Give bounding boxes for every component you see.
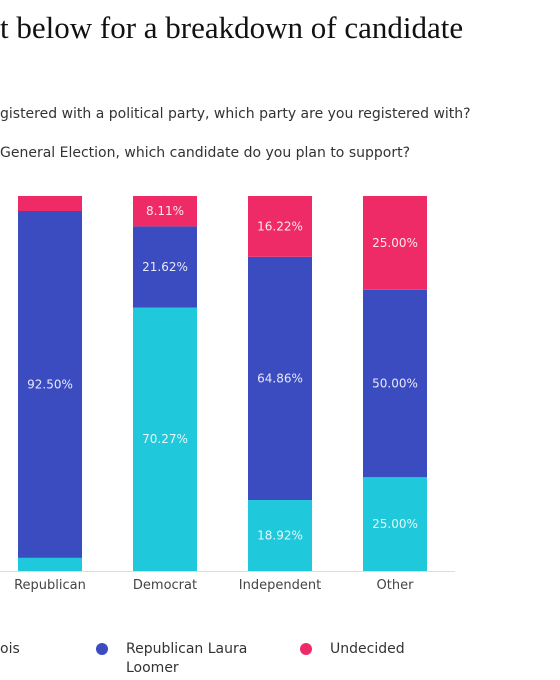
bar-segment [133,196,197,227]
bar-segment [363,196,427,290]
x-tick-label: Independent [239,578,321,593]
question-candidate: General Election, which candidate do you… [0,145,411,161]
bar-segment [248,256,312,501]
data-label: 8.11% [146,204,184,218]
data-label: 21.62% [142,260,188,274]
data-label: 16.22% [257,219,303,233]
x-tick-label: Democrat [133,578,197,593]
legend-dot-loomer [96,643,108,655]
data-label: 25.00% [372,236,418,250]
bar-segment [248,500,312,571]
bar-segment [18,557,82,571]
legend-label-ois: ois [0,641,20,657]
legend-item-loomer: Republican Laura Loomer [96,640,266,678]
bar-segment [363,289,427,478]
bar-segment [363,477,427,571]
data-label: 92.50% [27,377,73,391]
question-party: gistered with a political party, which p… [0,106,471,122]
legend-label-undecided: Undecided [330,641,405,657]
bar-segment [18,211,82,558]
legend-item-undecided: Undecided [300,640,470,659]
legend-dot-undecided [300,643,312,655]
legend-item-ois: ois [0,640,140,659]
bar-segment [133,307,197,571]
legend-label-loomer: Republican Laura Loomer [126,641,248,676]
data-label: 25.00% [372,517,418,531]
data-label: 18.92% [257,529,303,543]
x-tick-label: Other [377,578,415,593]
bar-segment [18,196,82,211]
data-label: 50.00% [372,377,418,391]
bar-segment [133,226,197,308]
x-tick-label: Republican [14,578,86,593]
data-label: 70.27% [142,432,188,446]
intro-text: t below for a breakdown of candidate [0,10,464,45]
bar-segment [248,196,312,257]
data-label: 64.86% [257,371,303,385]
stacked-bar-chart: 92.50% Republican 70.27% 21.62% 8.11% Democra… [0,196,455,593]
